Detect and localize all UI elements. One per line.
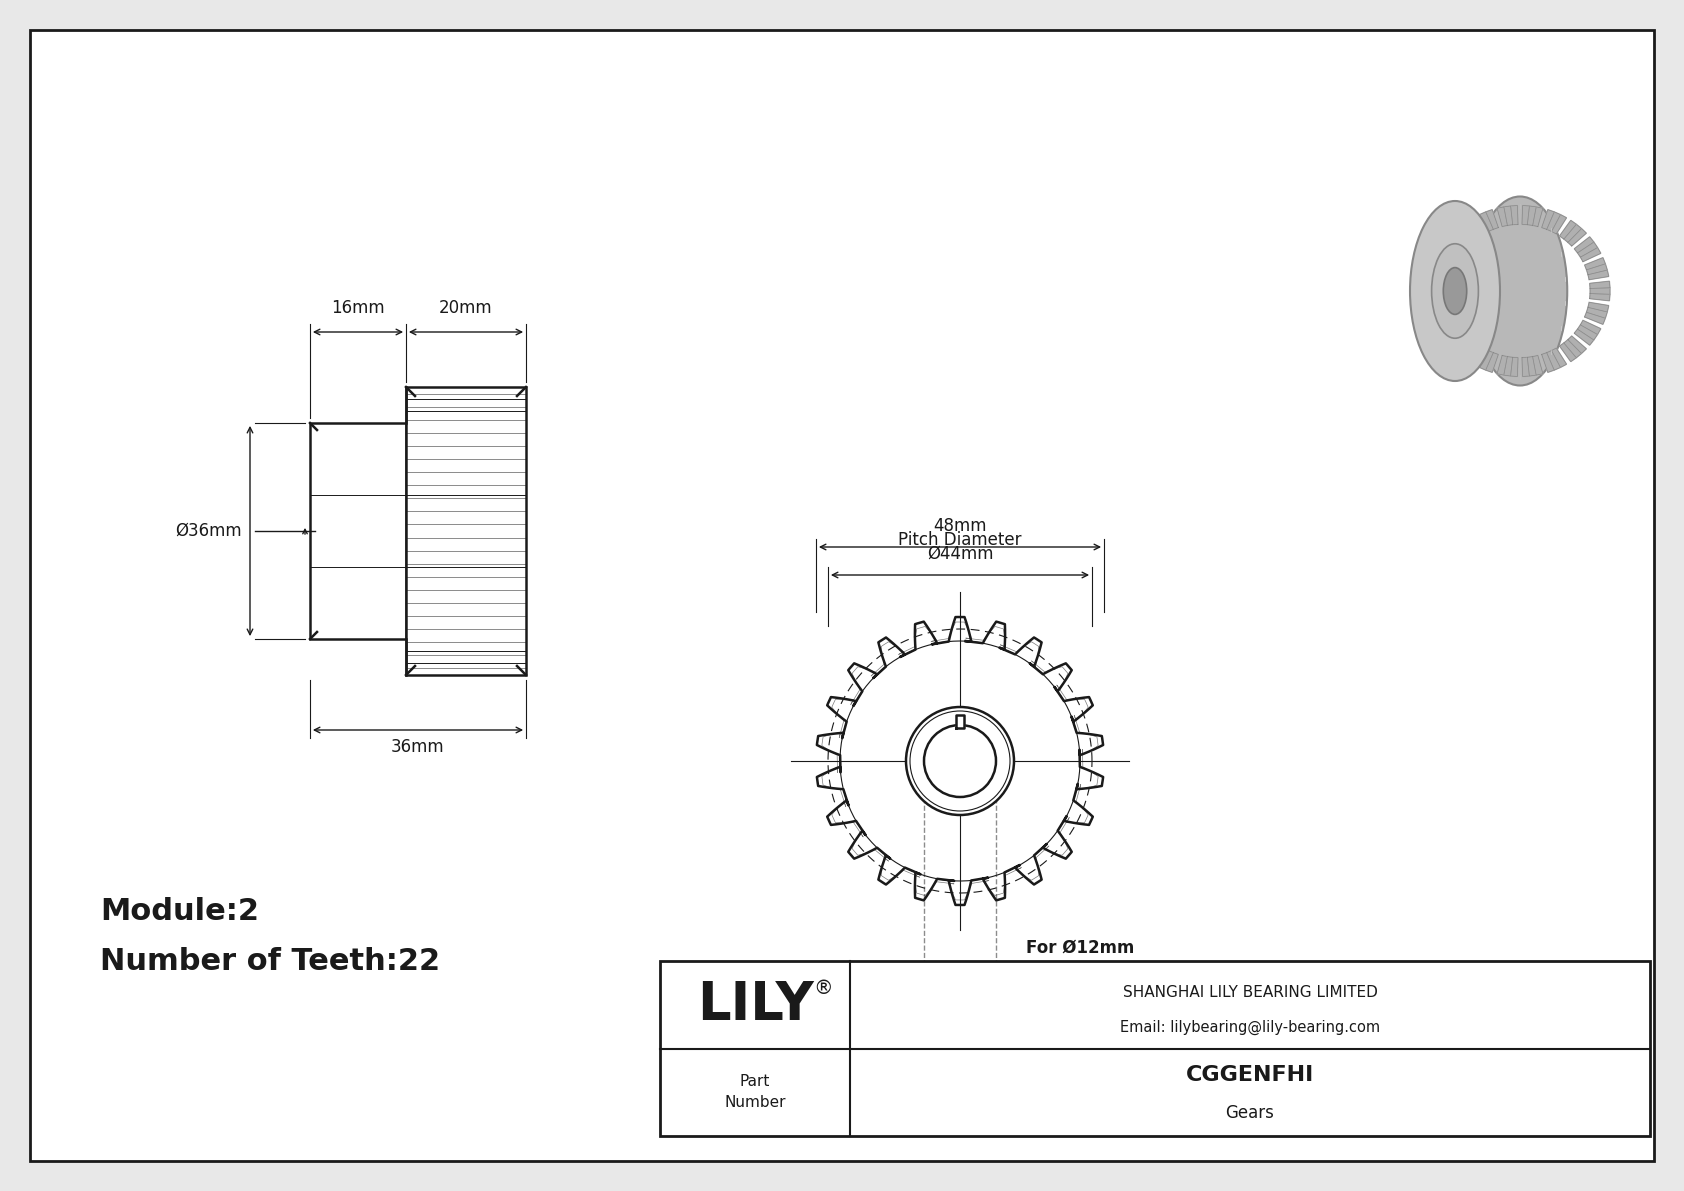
Polygon shape <box>1511 206 1517 225</box>
Polygon shape <box>1559 343 1576 362</box>
Polygon shape <box>1497 207 1507 226</box>
Text: Ø36mm: Ø36mm <box>175 522 242 540</box>
Polygon shape <box>1474 348 1489 367</box>
Polygon shape <box>1480 212 1494 231</box>
Text: Shaft Diameter: Shaft Diameter <box>1026 973 1169 991</box>
Ellipse shape <box>1443 268 1467 314</box>
Text: 48mm: 48mm <box>933 517 987 535</box>
Polygon shape <box>1440 248 1460 262</box>
Polygon shape <box>1546 350 1561 370</box>
Circle shape <box>906 707 1014 815</box>
Polygon shape <box>1511 357 1517 376</box>
Polygon shape <box>1458 224 1477 242</box>
Polygon shape <box>1527 206 1536 225</box>
Polygon shape <box>1458 339 1477 357</box>
Polygon shape <box>1497 355 1507 375</box>
Polygon shape <box>1578 242 1598 257</box>
Polygon shape <box>1440 320 1460 335</box>
Text: 16mm: 16mm <box>332 299 386 317</box>
Polygon shape <box>1430 288 1450 294</box>
Text: LILY: LILY <box>697 979 813 1030</box>
Text: Email: lilybearing@lily-bearing.com: Email: lilybearing@lily-bearing.com <box>1120 1019 1381 1035</box>
Text: Module:2: Module:2 <box>99 897 259 925</box>
Bar <box>660 961 1650 1136</box>
Polygon shape <box>1443 325 1462 339</box>
Polygon shape <box>1453 229 1472 245</box>
Polygon shape <box>1564 224 1581 242</box>
Polygon shape <box>1433 307 1453 318</box>
Polygon shape <box>1578 325 1598 339</box>
Polygon shape <box>1504 356 1512 376</box>
Ellipse shape <box>1410 201 1500 381</box>
Polygon shape <box>1546 212 1561 231</box>
Ellipse shape <box>1443 267 1467 316</box>
Polygon shape <box>1590 281 1610 288</box>
Polygon shape <box>1588 303 1608 312</box>
Polygon shape <box>1474 214 1489 233</box>
Polygon shape <box>1447 329 1465 345</box>
Polygon shape <box>1575 237 1593 252</box>
Polygon shape <box>1480 350 1494 370</box>
Text: Number of Teeth:22: Number of Teeth:22 <box>99 947 440 975</box>
Polygon shape <box>1586 307 1607 318</box>
Polygon shape <box>1581 320 1601 335</box>
Text: For Ø12mm: For Ø12mm <box>1026 939 1135 958</box>
Polygon shape <box>1453 336 1472 354</box>
Polygon shape <box>1504 206 1512 225</box>
Text: CGGENFHI: CGGENFHI <box>1186 1065 1314 1085</box>
Text: Pitch Diameter: Pitch Diameter <box>898 531 1022 549</box>
Polygon shape <box>1568 336 1586 354</box>
Polygon shape <box>1430 281 1450 288</box>
Polygon shape <box>1551 348 1566 367</box>
Polygon shape <box>1433 263 1453 275</box>
Text: Part
Number: Part Number <box>724 1074 786 1110</box>
Polygon shape <box>1431 303 1452 312</box>
Text: Gears: Gears <box>1226 1104 1275 1122</box>
Polygon shape <box>1586 263 1607 275</box>
Polygon shape <box>1463 343 1480 362</box>
Polygon shape <box>1585 257 1605 270</box>
Circle shape <box>909 711 1010 811</box>
Polygon shape <box>1447 237 1465 252</box>
Polygon shape <box>1590 293 1610 301</box>
Polygon shape <box>1581 248 1601 262</box>
Polygon shape <box>1443 242 1462 257</box>
Polygon shape <box>1522 357 1529 376</box>
Polygon shape <box>1430 293 1450 301</box>
Polygon shape <box>1485 210 1499 230</box>
Polygon shape <box>817 617 1103 905</box>
Text: ®: ® <box>813 979 834 998</box>
Polygon shape <box>957 715 963 728</box>
Polygon shape <box>1588 270 1608 280</box>
Polygon shape <box>1431 270 1452 280</box>
Text: SHANGHAI LILY BEARING LIMITED: SHANGHAI LILY BEARING LIMITED <box>1123 985 1378 1000</box>
Ellipse shape <box>1431 244 1479 338</box>
Polygon shape <box>1590 288 1610 294</box>
Text: 20mm: 20mm <box>440 299 493 317</box>
Polygon shape <box>1564 339 1581 357</box>
Text: Ø44mm: Ø44mm <box>926 545 994 563</box>
Polygon shape <box>1463 220 1480 239</box>
Polygon shape <box>1541 353 1554 373</box>
Polygon shape <box>1575 329 1593 345</box>
Text: 36mm: 36mm <box>391 738 445 756</box>
Polygon shape <box>1435 312 1455 324</box>
Polygon shape <box>1551 214 1566 233</box>
Polygon shape <box>1522 206 1529 225</box>
Polygon shape <box>1485 353 1499 373</box>
Polygon shape <box>1541 210 1554 230</box>
Ellipse shape <box>1474 197 1568 386</box>
Bar <box>310 423 406 640</box>
Polygon shape <box>1527 356 1536 376</box>
Polygon shape <box>1532 355 1543 375</box>
Polygon shape <box>1568 229 1586 245</box>
Circle shape <box>925 725 995 797</box>
Polygon shape <box>1585 312 1605 324</box>
Bar <box>406 387 525 675</box>
Polygon shape <box>1559 220 1576 239</box>
Polygon shape <box>1532 207 1543 226</box>
Polygon shape <box>1435 257 1455 270</box>
